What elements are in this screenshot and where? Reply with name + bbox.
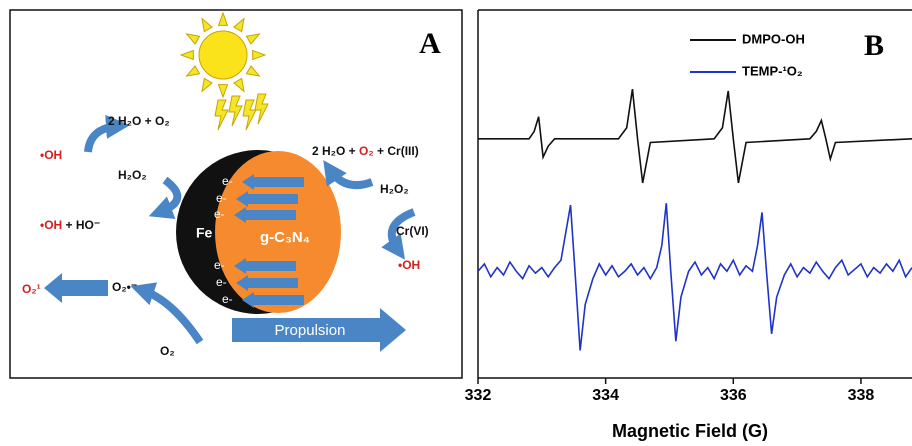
sun-disc xyxy=(198,30,248,80)
label: H₂O₂ xyxy=(118,168,147,182)
gc3n4-shell xyxy=(215,151,341,313)
arrow xyxy=(148,176,182,220)
sun-ray xyxy=(233,77,245,93)
x-tick-label: 336 xyxy=(720,387,747,404)
arrow xyxy=(130,282,204,345)
x-tick-label: 338 xyxy=(848,387,875,404)
label: O₂•⁻ xyxy=(112,280,137,294)
panel-label: B xyxy=(864,29,884,62)
label: H₂O₂ xyxy=(380,182,409,196)
label-part: 2 H₂O + xyxy=(312,144,359,158)
electron-label: e- xyxy=(216,191,227,205)
sun-ray xyxy=(233,17,245,33)
legend-label: TEMP-¹O₂ xyxy=(742,63,803,78)
arrow xyxy=(323,160,374,189)
panel-label: A xyxy=(419,27,441,60)
label-part: O₂ xyxy=(359,144,374,158)
electron-arrow xyxy=(242,174,304,190)
label: •OH xyxy=(398,258,420,272)
electron-arrows: e-e-e-e-e-e- xyxy=(214,174,304,308)
sun-ray xyxy=(185,33,201,45)
propulsion-arrow xyxy=(232,308,406,352)
sun-ray xyxy=(201,17,213,33)
x-tick-label: 334 xyxy=(592,387,619,404)
label-part: •OH xyxy=(40,218,62,232)
label: O₂¹ xyxy=(22,282,41,296)
x-tick-label: 332 xyxy=(465,387,492,404)
sun xyxy=(179,11,267,99)
sun-ray xyxy=(245,65,261,77)
arrow xyxy=(381,208,416,260)
sun-ray xyxy=(252,49,267,61)
sun-ray xyxy=(179,49,194,61)
spectrum-line xyxy=(477,203,912,351)
sun-ray xyxy=(201,77,213,93)
electron-label: e- xyxy=(214,207,225,221)
x-axis-title: Magnetic Field (G) xyxy=(612,421,768,441)
label: g-C₃N₄ xyxy=(260,229,310,246)
electron-arrow xyxy=(236,191,298,207)
label: 2 H₂O + O₂ + Cr(III) xyxy=(312,144,419,158)
label-part: + Cr(III) xyxy=(374,144,419,158)
label: •OH + HO⁻ xyxy=(40,218,100,232)
electron-arrow xyxy=(236,275,298,291)
spectrum-line xyxy=(478,89,912,184)
label: Cr(VI) xyxy=(396,224,429,238)
sun-ray xyxy=(185,65,201,77)
electron-label: e- xyxy=(216,275,227,289)
lightning xyxy=(214,93,269,131)
sun-ray xyxy=(217,84,229,99)
sun-ray xyxy=(245,33,261,45)
electron-arrow xyxy=(234,207,296,223)
panel-b: B Magnetic Field (G) 332 334 336 338 DMPO-OH… xyxy=(465,9,912,441)
legend-label: DMPO-OH xyxy=(742,31,805,46)
electron-label: e- xyxy=(214,258,225,272)
electron-label: e- xyxy=(222,174,233,188)
label-part: + HO⁻ xyxy=(62,218,100,232)
panel-a: e-e-e-e-e-e- A 2 H₂O + O₂ •OH H₂O₂ •OH +… xyxy=(9,9,463,379)
arrow xyxy=(84,114,130,153)
sun-ray xyxy=(217,11,229,26)
label: Propulsion xyxy=(275,322,346,339)
electron-arrow xyxy=(234,258,296,274)
label: •OH xyxy=(40,148,62,162)
electron-arrow xyxy=(242,292,304,308)
label: 2 H₂O + O₂ xyxy=(108,114,170,128)
label: O₂ xyxy=(160,344,175,358)
electron-label: e- xyxy=(222,292,233,306)
arrow xyxy=(44,273,108,303)
label: Fe xyxy=(196,225,213,241)
